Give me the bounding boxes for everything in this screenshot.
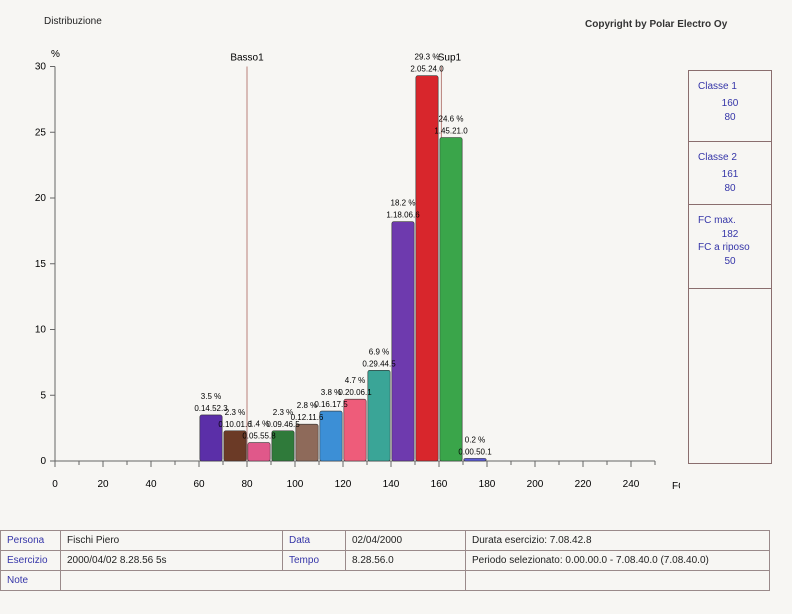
bar [439, 137, 463, 462]
y-axis: 0 5 10 15 20 25 30 [35, 62, 56, 467]
note-extra [465, 570, 770, 591]
x-tick-label: 120 [335, 479, 352, 490]
bar-percent-label: 1.4 % [249, 420, 269, 429]
y-tick-label: 20 [35, 193, 47, 204]
fc-max-value: 182 [721, 229, 739, 240]
bar-percent-label: 29.3 % [415, 53, 440, 62]
bar-percent-label: 2.3 % [225, 408, 245, 417]
classe1-section: Classe 1 160 80 [689, 71, 771, 142]
bar-time-label: 1.45.21.0 [434, 127, 468, 136]
x-tick-label: 220 [575, 479, 592, 490]
esercizio-label: Esercizio [0, 550, 61, 571]
page-title: Distribuzione [44, 16, 102, 27]
data-label: Data [282, 530, 346, 551]
x-tick-label: 160 [431, 479, 448, 490]
x-tick-label: 240 [623, 479, 640, 490]
classe1-lower: 80 [724, 112, 736, 123]
bar-time-label: 0.05.55.8 [242, 432, 276, 441]
bar [343, 398, 367, 462]
bar-time-label: 0.20.06.1 [338, 388, 372, 397]
bar-percent-label: 3.8 % [321, 388, 341, 397]
bar-percent-label: 4.7 % [345, 376, 365, 385]
tempo-value: 8.28.56.0 [345, 550, 466, 571]
info-row-note: Note [0, 570, 770, 591]
zone-marker-label: Sup1 [438, 53, 462, 64]
classe1-label: Classe 1 [698, 81, 737, 92]
bar [391, 221, 415, 462]
bar [463, 458, 487, 462]
x-tick-label: 80 [241, 479, 253, 490]
bar-time-label: 0.10.01.6 [218, 420, 252, 429]
fc-section: FC max. 182 FC a riposo 50 [689, 205, 771, 289]
x-tick-label: 20 [97, 479, 109, 490]
side-panel: Classe 1 160 80 Classe 2 161 80 FC max. … [688, 70, 772, 464]
y-tick-label: 25 [35, 127, 47, 138]
x-tick-label: 60 [193, 479, 205, 490]
x-tick-label: 140 [383, 479, 400, 490]
y-tick-label: 5 [40, 390, 46, 401]
fc-max-label: FC max. [698, 215, 736, 226]
note-value [60, 570, 466, 591]
bar [271, 430, 295, 462]
y-unit-label: % [51, 49, 60, 60]
bar-time-label: 0.16.17.5 [314, 400, 348, 409]
x-tick-label: 200 [527, 479, 544, 490]
persona-value: Fischi Piero [60, 530, 283, 551]
classe2-section: Classe 2 161 80 [689, 142, 771, 205]
bar-labels: 3.5 %0.14.52.32.3 %0.10.01.61.4 %0.05.55… [194, 53, 492, 457]
persona-label: Persona [0, 530, 61, 551]
tempo-label: Tempo [282, 550, 346, 571]
bar-time-label: 2.05.24.0 [410, 65, 444, 74]
y-tick-label: 10 [35, 325, 47, 336]
bar-percent-label: 2.3 % [273, 408, 293, 417]
bar [295, 423, 319, 462]
periodo-text: Periodo selezionato: 0.00.00.0 - 7.08.40… [465, 550, 770, 571]
bar-percent-label: 6.9 % [369, 347, 389, 356]
copyright-text: Copyright by Polar Electro Oy [585, 19, 728, 30]
x-tick-label: 180 [479, 479, 496, 490]
x-tick-label: 0 [52, 479, 58, 490]
bar-time-label: 0.14.52.3 [194, 404, 228, 413]
bar-percent-label: 24.6 % [439, 115, 464, 124]
classe2-lower: 80 [724, 183, 736, 194]
bar [367, 369, 391, 462]
bar-time-label: 1.18.06.6 [386, 211, 420, 220]
bar-time-label: 0.00.50.1 [458, 447, 492, 456]
info-row-persona: Persona Fischi Piero Data 02/04/2000 Dur… [0, 530, 770, 551]
x-tick-label: 100 [287, 479, 304, 490]
x-axis-title: FC / bpm [672, 481, 680, 492]
classe2-upper: 161 [721, 169, 739, 180]
zone-marker-label: Basso1 [230, 53, 264, 64]
fc-rest-value: 50 [724, 256, 736, 267]
bar-time-label: 0.29.44.5 [362, 359, 396, 368]
bar-time-label: 0.12.11.6 [291, 413, 324, 422]
bar [223, 430, 247, 462]
y-tick-label: 15 [35, 259, 47, 270]
classe2-label: Classe 2 [698, 152, 737, 163]
x-tick-label: 40 [145, 479, 157, 490]
bar [319, 410, 343, 462]
bar-percent-label: 2.8 % [297, 401, 317, 410]
durata-text: Durata esercizio: 7.08.42.8 [465, 530, 770, 551]
bar [199, 414, 223, 462]
y-tick-label: 30 [35, 62, 47, 73]
x-axis: 0 20 40 60 80 100 120 140 160 180 200 220 240 [52, 460, 656, 490]
note-label: Note [0, 570, 61, 591]
fc-rest-label: FC a riposo [698, 242, 750, 253]
info-row-esercizio: Esercizio 2000/04/02 8.28.56 5s Tempo 8.… [0, 550, 770, 571]
distribution-chart: % 0 5 10 15 20 25 30 0 20 40 60 80 100 120 140 160 180 2… [35, 49, 680, 492]
esercizio-value: 2000/04/02 8.28.56 5s [60, 550, 283, 571]
data-value: 02/04/2000 [345, 530, 466, 551]
classe1-upper: 160 [721, 98, 739, 109]
y-tick-label: 0 [40, 456, 46, 467]
bar-percent-label: 18.2 % [391, 199, 416, 208]
bars [199, 75, 487, 462]
bar-time-label: 0.09.46.5 [266, 420, 300, 429]
bar [415, 75, 439, 462]
bar-percent-label: 0.2 % [465, 435, 485, 444]
bar-percent-label: 3.5 % [201, 392, 221, 401]
bar [247, 442, 271, 462]
info-table: Persona Fischi Piero Data 02/04/2000 Dur… [0, 530, 770, 591]
